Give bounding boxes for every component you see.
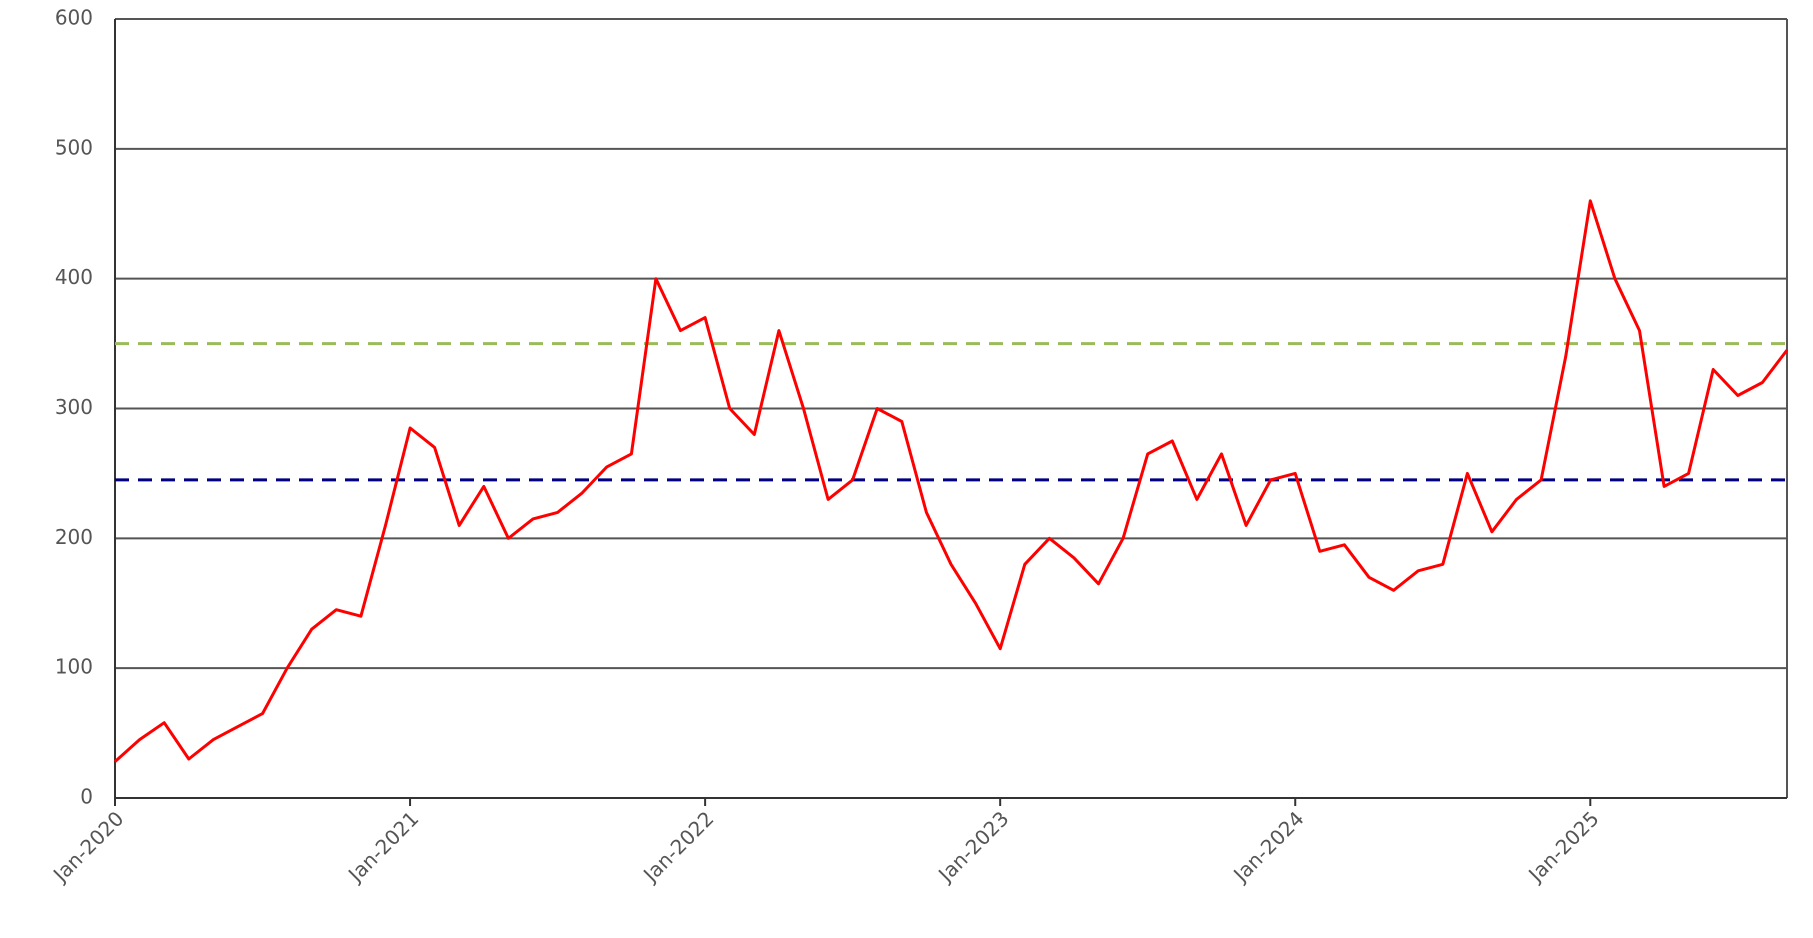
y-tick-label: 300 xyxy=(55,395,93,419)
x-tick-label: Jan-2022 xyxy=(637,806,718,887)
y-tick-label: 500 xyxy=(55,135,93,159)
y-tick-label: 100 xyxy=(55,655,93,679)
x-tick-label: Jan-2024 xyxy=(1227,806,1308,887)
y-tick-label: 0 xyxy=(80,785,93,809)
y-tick-label: 600 xyxy=(55,6,93,30)
x-tick-label: Jan-2025 xyxy=(1522,806,1603,887)
data-line xyxy=(114,199,1789,763)
x-tick-label: Jan-2023 xyxy=(932,806,1013,887)
x-tick-label: Jan-2021 xyxy=(342,806,423,887)
x-tick-label: Jan-2020 xyxy=(47,806,128,887)
y-tick-label: 400 xyxy=(55,265,93,289)
y-tick-label: 200 xyxy=(55,525,93,549)
